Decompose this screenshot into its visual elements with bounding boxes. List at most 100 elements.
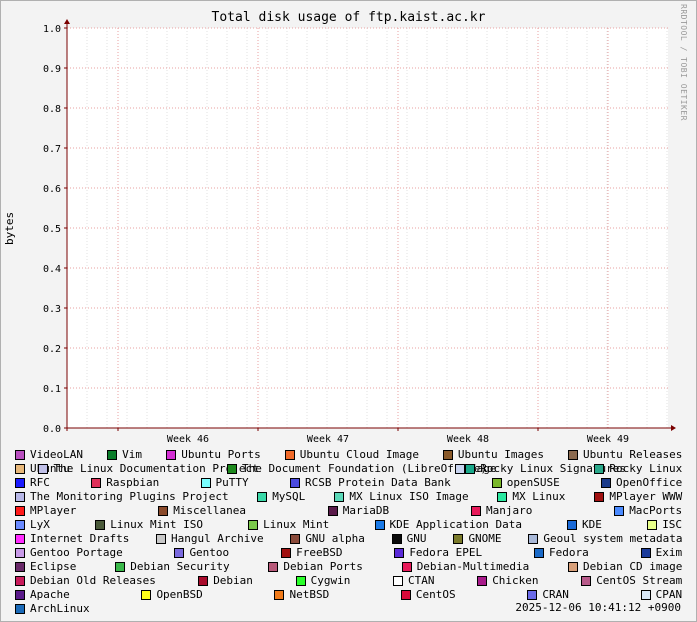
legend-swatch [15,520,25,530]
chart-title: Total disk usage of ftp.kaist.ac.kr [211,10,486,25]
legend-label: RCSB Protein Data Bank [305,476,451,489]
legend-label: Apache [30,588,70,601]
legend-swatch [15,604,25,614]
legend-label: Sage [470,462,497,475]
legend-swatch [15,548,25,558]
legend-swatch [38,464,49,474]
legend-swatch [290,534,301,544]
legend-swatch [374,520,385,530]
legend-label: NetBSD [289,588,330,601]
legend-swatch [268,562,279,572]
legend-label: Raspbian [106,476,160,489]
y-tick-label: 0.2 [43,344,61,355]
legend-swatch [107,450,118,460]
y-tick-label: 0.7 [43,144,61,155]
legend-swatch [295,576,306,586]
legend-swatch [594,492,605,502]
legend-label: MacPorts [629,504,683,517]
rrdtool-watermark: RRDTOOL / TOBI OETIKER [679,4,688,121]
legend-label: Gentoo Portage [30,546,123,559]
legend-label: Rocky Linux [609,462,683,475]
y-tick-label: 0.1 [43,384,61,395]
legend-swatch [594,464,605,474]
x-tick-label: Week 49 [587,434,629,445]
legend-label: OpenOffice [616,476,683,489]
y-tick-label: 0.3 [43,304,61,315]
legend-label: Cygwin [310,574,351,587]
legend-label: Ubuntu Images [457,448,544,461]
y-tick-label: 1.0 [43,24,61,35]
legend-swatch [15,506,25,516]
legend-swatch [334,492,345,502]
legend-label: Eclipse [30,560,77,573]
legend-swatch [15,590,25,600]
legend-label: Fedora [548,546,589,559]
legend-swatch [455,464,466,474]
legend-label: KDE Application Data [389,518,522,531]
legend-label: MX Linux [512,490,566,503]
legend-label: VideoLAN [30,448,83,461]
legend-label: The Monitoring Plugins Project [30,490,229,503]
legend-swatch [528,534,539,544]
legend-swatch [198,576,209,586]
legend-swatch [568,562,578,572]
legend-label: MPlayer WWW [609,490,683,503]
legend-swatch [15,562,25,572]
x-tick-label: Week 47 [307,434,349,445]
legend-swatch [581,576,592,586]
legend-swatch [527,590,538,600]
legend-swatch [248,520,259,530]
legend-label: Gentoo [189,546,230,559]
legend-label: Vim [122,448,142,461]
legend-swatch [640,548,651,558]
legend-label: Manjaro [486,504,533,517]
legend-label: CentOS [415,588,456,601]
y-tick-label: 0.0 [43,424,61,435]
y-tick-label: 0.5 [43,224,61,235]
legend-swatch [15,534,25,544]
legend-label: Rocky Linux Signatures [480,462,627,475]
legend-label: CPAN [655,588,683,601]
legend-label: Debian-Multimedia [416,560,530,573]
legend-label: Debian [213,574,253,587]
legend-swatch [566,520,577,530]
y-tick-label: 0.6 [43,184,61,195]
legend-label: GNU alpha [305,532,365,545]
legend-label: Ubuntu Releases [583,448,683,461]
legend-label: Chicken [492,574,539,587]
legend-label: ISC [662,518,683,531]
legend-swatch [391,534,402,544]
legend-label: OpenBSD [156,588,203,601]
legend-swatch [281,548,292,558]
legend-swatch [274,590,285,600]
legend-label: MPlayer [30,504,77,517]
legend-swatch [647,520,658,530]
legend-label: openSUSE [506,476,560,489]
y-tick-label: 0.4 [43,264,61,275]
legend-swatch [290,478,301,488]
legend-label: Geoul system metadata [543,532,683,545]
legend-label: The Linux Documentation Project [53,462,259,475]
legend-swatch [640,590,651,600]
legend-swatch [471,506,481,516]
legend-swatch [497,492,508,502]
y-tick-label: 0.8 [43,104,61,115]
legend-label: KDE [581,518,602,531]
legend-swatch [15,450,25,460]
legend-swatch [200,478,211,488]
legend-label: Linux Mint [263,518,330,531]
legend-swatch [394,548,405,558]
legend-swatch [465,464,476,474]
legend-swatch [15,576,25,586]
legend-swatch [95,520,106,530]
y-tick-label: 0.9 [43,64,61,75]
legend-swatch [155,534,166,544]
legend-label: MariaDB [342,504,390,517]
legend-label: MySQL [272,490,306,503]
legend-swatch [442,450,453,460]
legend-label: Exim [655,546,683,559]
legend-swatch [166,450,177,460]
legend-label: MX Linux ISO Image [349,490,469,503]
legend-label: Internet Drafts [30,532,130,545]
generated-timestamp: 2025-12-06 10:41:12 +0900 [515,601,681,614]
